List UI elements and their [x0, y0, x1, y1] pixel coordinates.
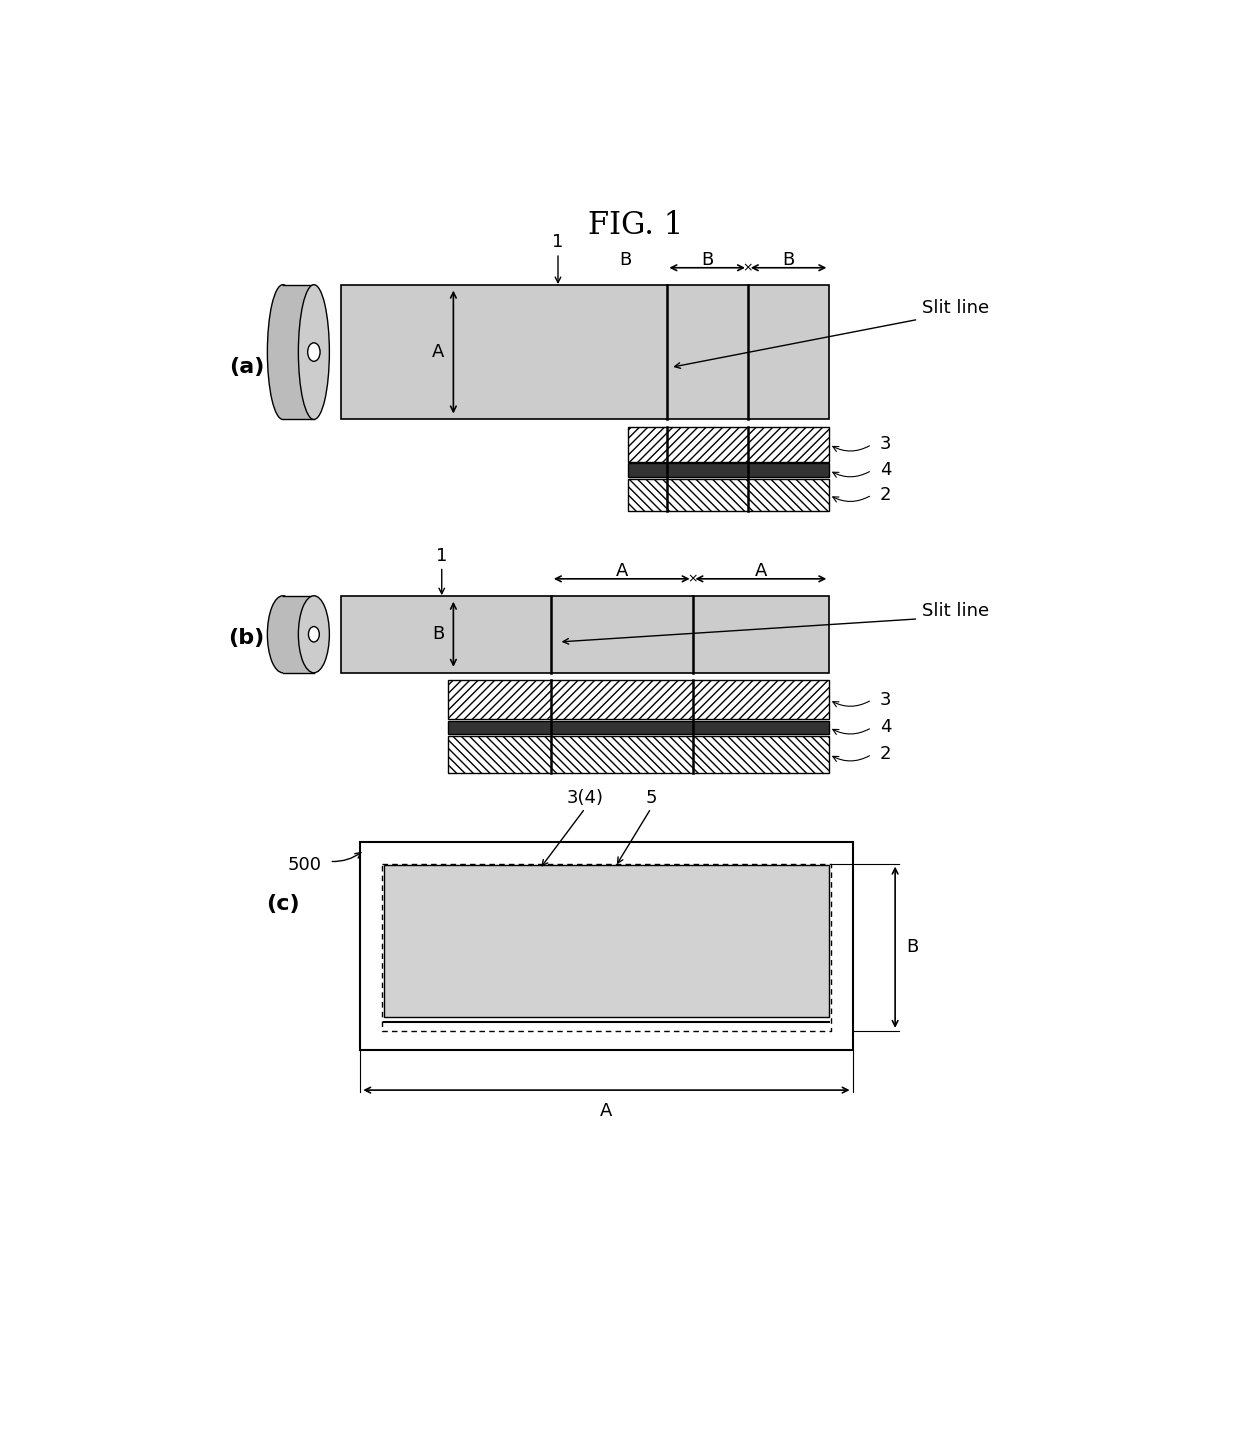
Ellipse shape	[268, 284, 299, 420]
Text: A: A	[600, 1103, 613, 1120]
Text: 3(4): 3(4)	[567, 789, 604, 806]
Text: 3: 3	[879, 435, 892, 453]
Polygon shape	[383, 865, 830, 1017]
Text: 500: 500	[288, 857, 321, 874]
Text: FIG. 1: FIG. 1	[588, 211, 683, 241]
Text: 2: 2	[879, 486, 892, 503]
Text: Slit line: Slit line	[923, 603, 990, 620]
Text: (b): (b)	[228, 629, 264, 647]
Text: $\times$: $\times$	[743, 261, 753, 274]
Text: (a): (a)	[228, 358, 264, 378]
Text: B: B	[906, 939, 919, 956]
Polygon shape	[283, 284, 314, 420]
Text: 2: 2	[879, 746, 892, 763]
Text: 1: 1	[436, 547, 448, 565]
Ellipse shape	[308, 343, 320, 362]
Text: Slit line: Slit line	[923, 298, 990, 317]
Text: B: B	[782, 251, 795, 270]
Ellipse shape	[299, 284, 330, 420]
Text: 4: 4	[879, 461, 892, 479]
Text: 1: 1	[552, 234, 564, 251]
Text: B: B	[701, 251, 713, 270]
Polygon shape	[449, 735, 830, 773]
Ellipse shape	[299, 596, 330, 673]
Text: A: A	[432, 343, 444, 360]
Polygon shape	[449, 681, 830, 720]
Text: 4: 4	[879, 718, 892, 737]
Text: 5: 5	[645, 789, 657, 806]
Text: A: A	[755, 562, 768, 580]
Polygon shape	[449, 721, 830, 734]
Ellipse shape	[268, 596, 299, 673]
Text: (c): (c)	[267, 894, 300, 914]
Polygon shape	[341, 284, 830, 420]
Text: A: A	[615, 562, 627, 580]
Text: B: B	[432, 626, 444, 643]
Polygon shape	[283, 596, 314, 673]
Polygon shape	[627, 463, 830, 477]
Text: 3: 3	[879, 691, 892, 708]
Text: $\times$: $\times$	[687, 572, 698, 585]
Polygon shape	[627, 427, 830, 461]
Polygon shape	[341, 596, 830, 673]
Ellipse shape	[309, 627, 320, 642]
Polygon shape	[627, 479, 830, 510]
Text: B: B	[620, 251, 632, 270]
Polygon shape	[361, 842, 853, 1050]
